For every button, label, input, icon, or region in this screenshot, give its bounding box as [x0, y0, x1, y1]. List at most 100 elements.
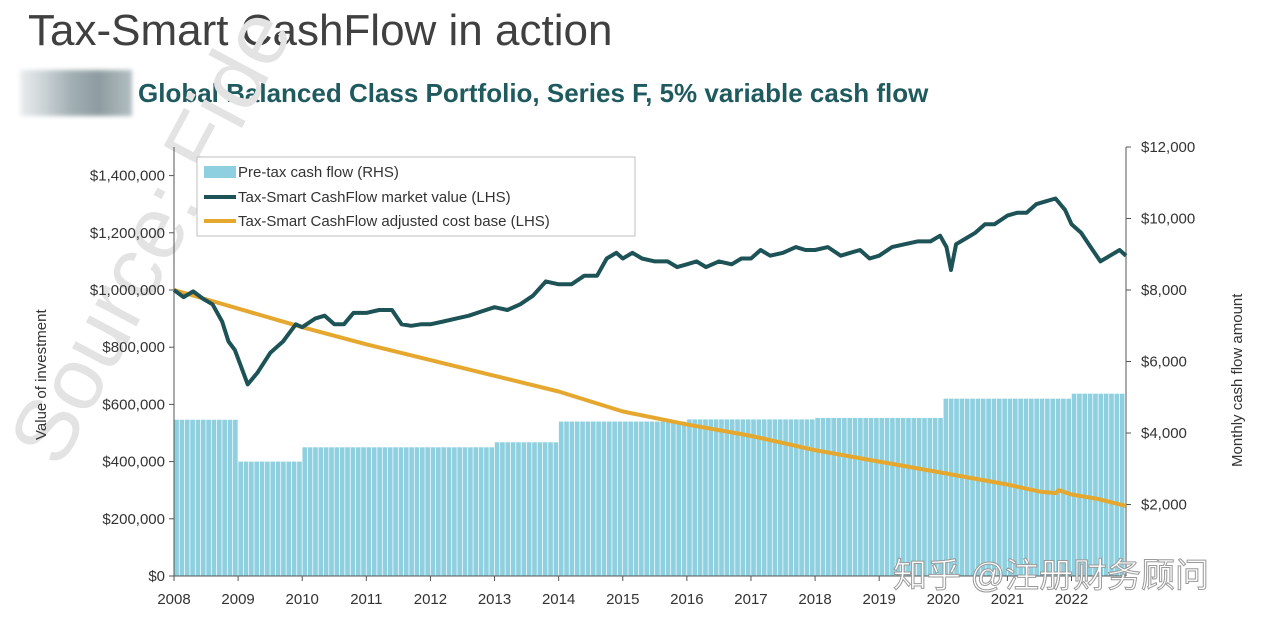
cash-flow-bar [751, 419, 756, 576]
right-tick-label: $10,000 [1141, 211, 1195, 228]
cash-flow-bar [906, 417, 911, 576]
market-value-line [172, 196, 1128, 387]
legend-item-market-value: Tax-Smart CashFlow market value (LHS) [238, 189, 511, 206]
cash-flow-bar [420, 447, 425, 576]
left-tick-label: $1,400,000 [90, 168, 165, 185]
cash-flow-bar [980, 398, 986, 576]
cash-flow-bar [323, 447, 329, 576]
cash-flow-bar [954, 398, 959, 576]
right-tick-label: $12,000 [1141, 139, 1195, 156]
cash-flow-bar [361, 447, 366, 576]
cash-flow-bar [478, 447, 484, 576]
cash-flow-bar [1071, 393, 1077, 576]
cash-flow-bar [740, 419, 746, 576]
axes-layer: 2008 2009 2010 2011 2012 2013 2014 2015 2016 2017… [90, 139, 1195, 608]
right-tick-label: $8,000 [1141, 282, 1187, 299]
cash-flow-bar [681, 421, 687, 576]
cash-flow-bar [489, 447, 495, 576]
legend-swatch-cash-flow [204, 166, 236, 178]
cash-flow-bar [687, 419, 692, 576]
left-tick-label: $0 [148, 568, 165, 585]
cash-flow-bar [724, 419, 730, 576]
cash-flow-bar [601, 421, 607, 576]
cash-flow-bar [991, 398, 997, 576]
x-tick-label: 2008 [157, 591, 190, 608]
cash-flow-bar [777, 419, 783, 576]
left-tick-label: $200,000 [102, 511, 165, 528]
x-tick-label: 2017 [734, 591, 767, 608]
cash-flow-bar [222, 419, 227, 576]
cash-flow-bar [307, 447, 313, 576]
cash-flow-bar [868, 417, 874, 576]
cash-flow-bar [884, 417, 890, 576]
cash-flow-bar [1077, 393, 1082, 576]
cash-flow-bar [174, 419, 179, 576]
cash-flow-bar [537, 442, 543, 576]
cash-flow-bar [286, 461, 292, 576]
cash-flow-bar [986, 398, 991, 576]
cash-flow-bar [628, 421, 633, 576]
cash-flow-bar [938, 417, 943, 576]
cash-flow-bar [804, 419, 810, 576]
cash-flow-bar [371, 447, 377, 576]
cash-flow-bar [398, 447, 404, 576]
cash-flow-bar [772, 419, 778, 576]
cash-flow-bar [516, 442, 521, 576]
cash-flow-bar [313, 447, 318, 576]
cash-flow-bar [633, 421, 639, 576]
cash-flow-bar [462, 447, 468, 576]
cash-flow-bar [815, 417, 820, 576]
cash-flow-bar [564, 421, 569, 576]
cash-flow-bar [436, 447, 441, 576]
cash-flow-bar [1061, 398, 1066, 576]
cash-flow-bar [745, 419, 751, 576]
left-tick-label: $1,200,000 [90, 225, 165, 242]
cash-flow-bar [617, 421, 623, 576]
cash-flow-bar [1034, 398, 1039, 576]
cash-flow-bar [318, 447, 324, 576]
cash-flow-bar [644, 421, 650, 576]
cash-flow-bar [243, 461, 249, 576]
cash-flow-bar [665, 421, 671, 576]
cash-flow-bar [1109, 393, 1114, 576]
cash-flow-bar [708, 419, 714, 576]
cash-flow-bar [783, 419, 788, 576]
blurred-logo [20, 70, 132, 116]
cash-flow-bar [964, 398, 970, 576]
cash-flow-bar [1098, 393, 1104, 576]
cash-flow-bar [1093, 393, 1098, 576]
cash-flow-bar [1066, 398, 1072, 576]
cash-flow-bar [366, 447, 372, 576]
cash-flow-bar [799, 419, 804, 576]
x-tick-label: 2021 [991, 591, 1024, 608]
cash-flow-bar [259, 461, 265, 576]
cash-flow-bar [863, 417, 869, 576]
cash-flow-bar [1050, 398, 1056, 576]
x-tick-label: 2022 [1055, 591, 1088, 608]
cash-flow-bar [345, 447, 350, 576]
cash-flow-bar [858, 417, 863, 576]
cash-flow-bar [446, 447, 452, 576]
cash-flow-bar [879, 417, 885, 576]
cash-flow-bar [911, 417, 917, 576]
cash-flow-bar [826, 417, 831, 576]
bars-layer [174, 393, 1125, 576]
left-tick-label: $600,000 [102, 396, 165, 413]
cash-flow-bar [916, 417, 922, 576]
cash-flow-bar [233, 419, 238, 576]
cash-flow-bar [190, 419, 195, 576]
cash-flow-bar [847, 417, 853, 576]
cash-flow-bar [756, 419, 762, 576]
cash-flow-bar [831, 417, 836, 576]
cash-flow-bar [761, 419, 767, 576]
lines-layer [172, 196, 1128, 508]
cash-flow-bar [558, 421, 564, 576]
cash-flow-bar [1114, 393, 1120, 576]
cash-flow-bar [505, 442, 511, 576]
cash-flow-bar [585, 421, 591, 576]
cash-flow-bar [1103, 393, 1109, 576]
cash-flow-bar [281, 461, 286, 576]
cash-flow-bar [430, 447, 436, 576]
cash-flow-bar [500, 442, 505, 576]
